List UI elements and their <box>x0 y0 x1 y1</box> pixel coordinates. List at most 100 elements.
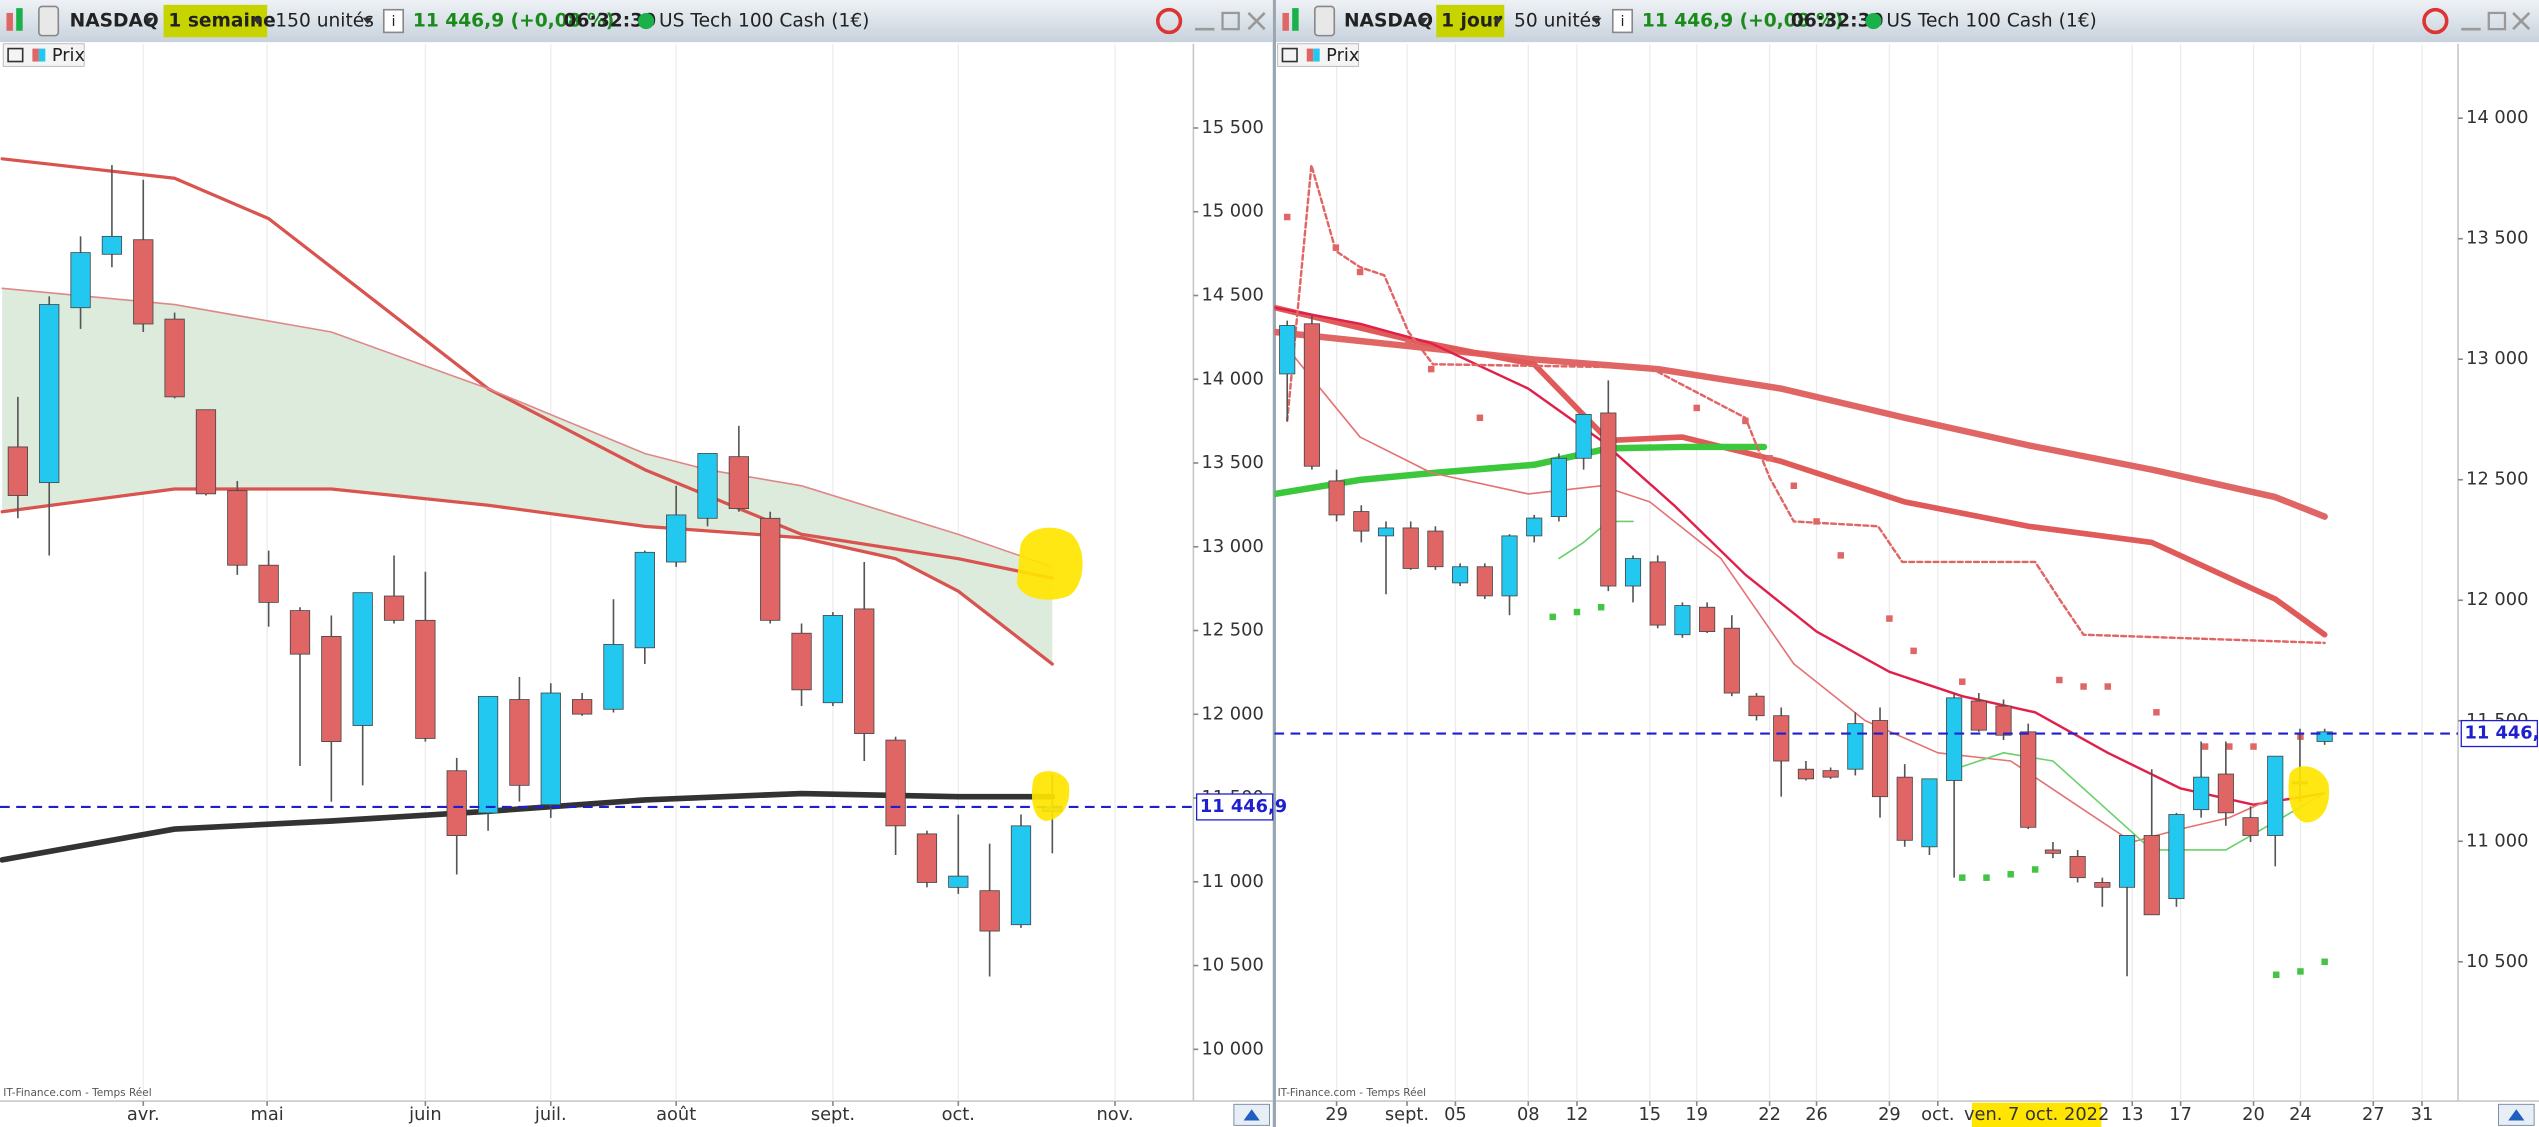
x-tick-label: 20 <box>2242 1104 2265 1125</box>
chart-left <box>0 43 1194 1102</box>
moving-average-line <box>1 287 1054 568</box>
dropdown-arrow[interactable] <box>252 17 263 25</box>
price-label-box <box>2460 719 2539 748</box>
candle-body <box>2094 882 2111 888</box>
units[interactable]: 50 unités <box>1514 11 1601 32</box>
status-dot <box>637 12 655 30</box>
refresh-icon[interactable] <box>2422 7 2449 35</box>
dropdown-arrow[interactable] <box>1492 17 1503 25</box>
candle-body <box>540 692 561 806</box>
candle-body <box>446 770 467 836</box>
y-tick-label: 15 500 <box>1201 117 1263 138</box>
moving-average-line <box>0 487 1054 666</box>
panel-right <box>1275 0 2539 1127</box>
refresh-icon[interactable] <box>1155 7 1183 35</box>
info-icon[interactable] <box>382 8 405 34</box>
candle-body <box>1946 697 1963 781</box>
candle-body <box>1377 527 1395 537</box>
time: 06:32:30 <box>564 11 657 32</box>
x-tick-label: 05 <box>1444 1104 1467 1125</box>
x-tick-label: 26 <box>1805 1104 1828 1125</box>
units[interactable]: 150 unités <box>275 11 374 32</box>
x-tick-label: août <box>656 1104 696 1125</box>
moving-average-line <box>1285 163 2326 645</box>
indicator-dot <box>2250 743 2257 750</box>
legend-icon[interactable] <box>1281 47 1298 63</box>
indicator-dot <box>2153 709 2160 716</box>
maximize[interactable] <box>2487 11 2507 31</box>
indicator-dot <box>1790 482 1798 489</box>
period-bg[interactable] <box>1436 4 1505 38</box>
indicator-dot <box>1693 404 1700 412</box>
close[interactable] <box>2512 12 2531 31</box>
legend-icon[interactable] <box>7 47 24 63</box>
candle-body <box>101 235 123 255</box>
cursor-label-box <box>1971 1102 2102 1127</box>
cursor-label: ven. 7 oct. 2022 <box>1964 1104 2109 1125</box>
candle-body <box>666 514 687 563</box>
moving-average-line <box>0 790 1056 863</box>
y-tick-label: 14 000 <box>1201 368 1263 389</box>
close[interactable] <box>1247 12 1266 31</box>
candle-body <box>697 453 718 519</box>
svg-text:i: i <box>1620 13 1624 30</box>
candle-body <box>1526 517 1543 537</box>
symbol[interactable]: NASDAQ <box>70 11 159 32</box>
period[interactable]: 1 semaine <box>168 11 275 32</box>
x-tick-label: 27 <box>2362 1104 2385 1125</box>
candle-body <box>2193 776 2210 811</box>
candle-body <box>2168 814 2185 900</box>
y-tick-label: 13 000 <box>1201 536 1263 557</box>
dropdown-arrow[interactable] <box>1418 17 1429 25</box>
axes-right: 29 sept. 05 08 12 15 19 22 26 29 oct. 13 17 20 24 27 31 1… <box>1325 107 2539 1127</box>
x-tick-label: oct. <box>942 1104 975 1125</box>
candle-body <box>2267 755 2284 836</box>
candle-body <box>572 699 593 715</box>
y-tick-label: 14 500 <box>1201 284 1263 305</box>
legend-swatch <box>38 48 46 62</box>
legend-left: Prix <box>2 43 85 67</box>
candle-body <box>1353 511 1370 532</box>
maximize[interactable] <box>1221 11 1240 31</box>
axes-left: avr. mai juin juil. août sept. oct. nov. 10 000 1… <box>127 117 1287 1125</box>
candle-body <box>603 644 624 710</box>
candle-body <box>1847 723 1864 770</box>
candle-body <box>289 610 311 655</box>
indicator-dot <box>1983 874 1990 881</box>
dropdown-arrow[interactable] <box>362 17 373 25</box>
indicator-dot <box>1837 552 1844 559</box>
icon <box>16 8 23 31</box>
candle-body <box>195 409 217 495</box>
indicator-dot <box>1476 414 1484 422</box>
info-icon[interactable] <box>1611 8 1634 34</box>
candle-body <box>2020 731 2037 828</box>
indicator-dot <box>2226 743 2233 750</box>
dropdown-arrow[interactable] <box>1591 17 1602 25</box>
candle-body <box>1773 715 1790 762</box>
x-tick-label: sept. <box>811 1104 855 1125</box>
candle-body <box>2242 817 2259 836</box>
indicator-dot <box>1597 603 1605 611</box>
period-bg[interactable] <box>163 4 268 38</box>
source: IT-Finance.com - Temps Réel <box>1278 1087 1426 1099</box>
candle-body <box>477 695 499 814</box>
symbol[interactable]: NASDAQ <box>1344 11 1433 32</box>
toolbar-right: NASDAQ 1 jour 50 unités i 11 446,9 (+0,0… <box>1275 0 2539 43</box>
icon[interactable] <box>1282 12 1289 31</box>
link-icon[interactable] <box>1314 5 1336 37</box>
last-price: 11 446,9 (+0,08 %) <box>413 11 614 32</box>
link-icon[interactable] <box>38 5 60 37</box>
icon[interactable] <box>6 12 13 31</box>
price-label: 11 446,9 <box>1200 796 1287 817</box>
candle-body <box>634 551 655 649</box>
candle-body <box>1674 605 1691 636</box>
dropdown-arrow[interactable] <box>144 17 154 25</box>
period[interactable]: 1 jour <box>1441 11 1503 32</box>
candle-body <box>728 456 749 509</box>
candle-body <box>1501 535 1518 597</box>
chart-right <box>1274 43 2459 1102</box>
x-tick-label: 29 <box>1325 1104 1348 1125</box>
x-tick-label: nov. <box>1097 1104 1134 1125</box>
highlight <box>1031 771 1070 821</box>
